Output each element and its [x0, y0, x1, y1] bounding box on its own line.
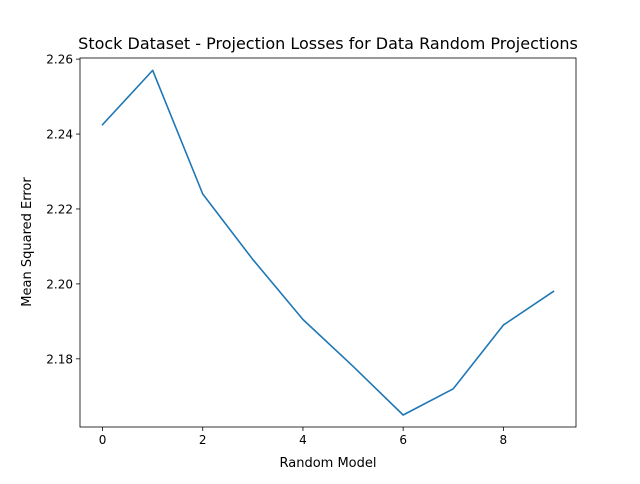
- y-axis-label: Mean Squared Error: [20, 177, 35, 307]
- x-tick-label: 4: [299, 433, 307, 447]
- chart-title: Stock Dataset - Projection Losses for Da…: [78, 34, 578, 53]
- series-line: [101, 69, 555, 416]
- y-tick-label: 2.24: [46, 128, 73, 142]
- y-tick-label: 2.26: [46, 53, 73, 67]
- y-tick-label: 2.20: [46, 277, 73, 291]
- y-tick-label: 2.22: [46, 202, 73, 216]
- x-tick-label: 6: [399, 433, 407, 447]
- y-tick-label: 2.18: [46, 352, 73, 366]
- plot-area: 0 2 4 6 8 2.18 2.20 2.22 2.24 2.26: [46, 53, 577, 447]
- x-axis-label: Random Model: [280, 456, 377, 471]
- plot-frame: [79, 57, 577, 428]
- x-tick-label: 2: [199, 433, 207, 447]
- x-tick-label: 8: [500, 433, 508, 447]
- x-tick-label: 0: [99, 433, 107, 447]
